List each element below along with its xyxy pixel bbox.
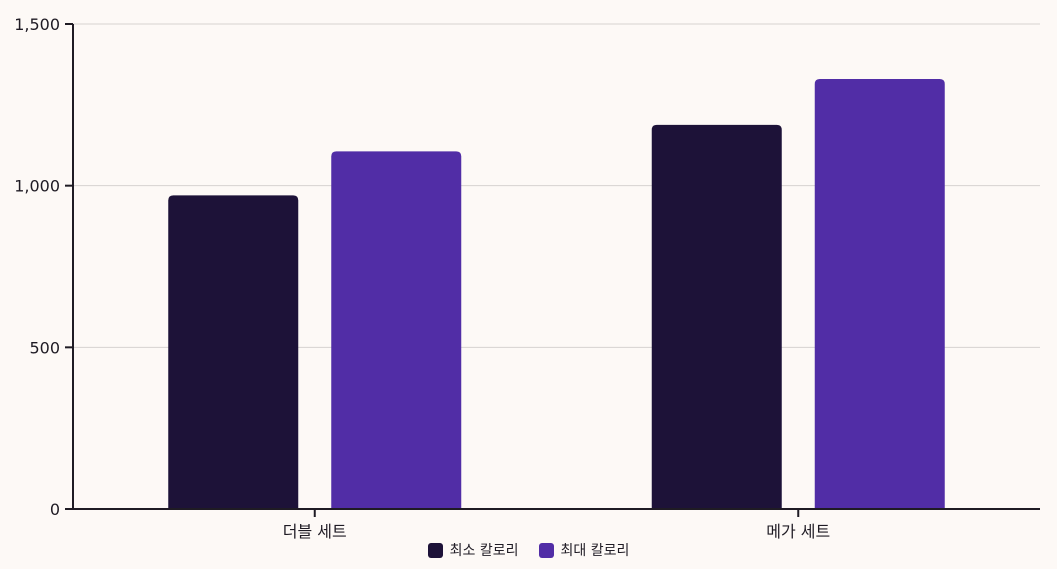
bar-max-0 — [331, 151, 462, 510]
legend-label-min: 최소 칼로리 — [449, 543, 519, 559]
y-axis-ticks: 0 500 1,000 1,500 — [14, 15, 73, 519]
y-tick-label: 1,500 — [14, 15, 60, 34]
x-tick-label: 더블 세트 — [283, 522, 347, 540]
y-tick-label: 1,000 — [14, 177, 60, 196]
legend-swatch-min — [427, 542, 443, 558]
x-axis-ticks: 더블 세트 메가 세트 — [283, 509, 830, 540]
bar-min-1 — [651, 124, 782, 509]
x-tick-label: 메가 세트 — [766, 522, 830, 540]
legend: 최소 칼로리 최대 칼로리 — [0, 540, 1057, 560]
bar-max-1 — [814, 78, 945, 509]
y-tick-label: 500 — [29, 338, 60, 357]
legend-label-max: 최대 칼로리 — [560, 543, 630, 559]
legend-item-min-calories: 최소 칼로리 — [427, 540, 519, 560]
axes — [72, 24, 1040, 510]
bar-min-0 — [168, 195, 299, 509]
legend-swatch-max — [538, 542, 554, 558]
bar-chart: 0 500 1,000 1,500 더블 세트 메가 세트 — [14, 15, 1040, 540]
y-tick-label: 0 — [50, 500, 60, 519]
legend-item-max-calories: 최대 칼로리 — [538, 540, 630, 560]
bars-group — [168, 78, 945, 510]
